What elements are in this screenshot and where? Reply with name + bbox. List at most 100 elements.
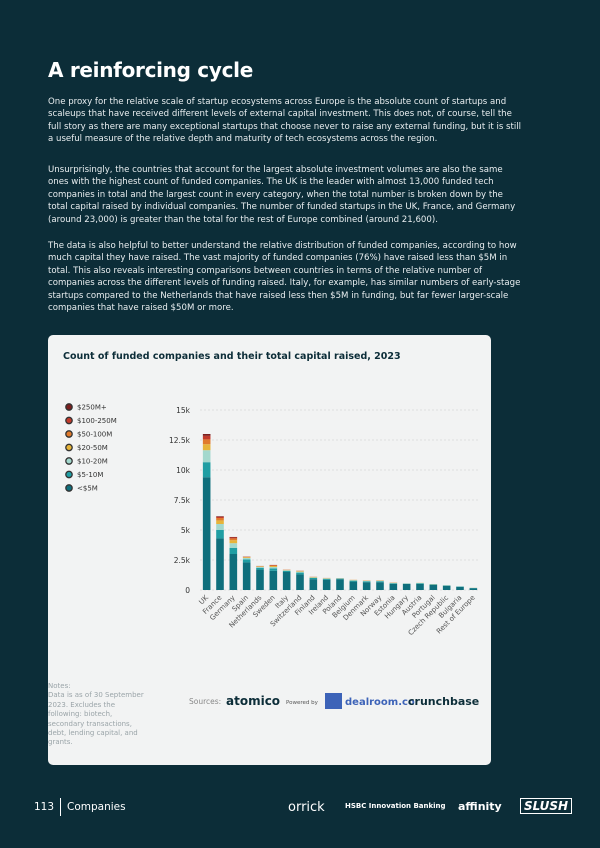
bar-segment (322, 578, 331, 580)
bar-segment (336, 579, 344, 590)
legend-marker (65, 403, 73, 411)
separator (60, 798, 61, 816)
bar-segment (269, 570, 278, 590)
bar-segment (229, 540, 238, 544)
bar-segment (309, 577, 318, 578)
bar-segment (376, 581, 384, 583)
bar-segment (202, 434, 211, 436)
legend-marker (65, 484, 73, 492)
paragraph: The data is also helpful to better under… (48, 241, 521, 314)
bar-segment (309, 579, 318, 590)
legend-marker (65, 430, 73, 438)
legend-label: $5-10M (77, 471, 103, 479)
footer-logo: SLUSH (520, 798, 573, 814)
footer-logo: orrick (288, 800, 325, 815)
y-tick-label: 0 (185, 586, 190, 595)
bar-segment (362, 581, 371, 583)
bar-segment (229, 537, 238, 539)
footer-logo: affinity (458, 800, 502, 813)
notes: Notes: Data is as of 30 September 2023. E… (48, 682, 148, 748)
legend-label: $20-50M (77, 444, 108, 452)
footer: 113 Companies orrick HSBC Innovation Ban… (0, 796, 600, 820)
bar-segment (296, 571, 304, 573)
legend-label: $100-250M (77, 417, 117, 425)
bar-segment (242, 557, 251, 558)
sources-logo: Powered by (286, 700, 319, 706)
bar-segment (242, 559, 251, 563)
bar-segment (202, 444, 211, 451)
bar-segment (349, 580, 358, 582)
bar-segment (256, 569, 264, 590)
sources-logo: atomico (226, 694, 280, 708)
bar-segment (216, 538, 224, 590)
bar-segment (242, 562, 251, 590)
bar-segment (202, 462, 211, 478)
section-name: Companies (67, 801, 126, 813)
bar-segment (429, 584, 438, 590)
bar-segment (282, 570, 291, 572)
page-number: 113 (34, 801, 55, 813)
legend-label: $250M+ (77, 404, 107, 412)
bar-segment (456, 586, 464, 590)
bar-segment (202, 435, 211, 440)
bar-segment (256, 566, 264, 568)
bar-segment (336, 578, 344, 580)
bar-segment (282, 572, 291, 590)
bar-segment (389, 584, 398, 590)
notes-text: Data is as of 30 September 2023. Exclude… (48, 691, 144, 747)
bar-segment (376, 582, 384, 590)
legend-marker (65, 416, 73, 425)
bar-segment (362, 582, 371, 590)
chart-card: Count of funded companies and their tota… (48, 335, 491, 765)
bar-segment (216, 516, 224, 517)
bar-segment (282, 570, 291, 571)
chart: Count of funded companies and their tota… (63, 351, 480, 709)
bar-segment (269, 565, 278, 566)
bar-segment (442, 585, 451, 590)
bar-segment (216, 524, 224, 530)
bar-segment (229, 543, 238, 548)
y-tick-label: 5k (181, 526, 191, 535)
bar-segment (256, 567, 264, 570)
chart-title: Count of funded companies and their tota… (63, 351, 401, 362)
paragraph: One proxy for the relative scale of star… (48, 97, 522, 145)
bar-segment (216, 520, 224, 524)
y-tick-label: 7.5k (174, 496, 191, 505)
bar-segment (216, 530, 224, 539)
bar-segment (269, 566, 278, 567)
notes-label: Notes: (48, 682, 71, 690)
bar-segment (322, 579, 331, 590)
bar-segment (402, 584, 411, 590)
legend-marker (65, 470, 73, 479)
legend-label: $50-100M (77, 431, 112, 439)
y-tick-label: 15k (176, 406, 191, 415)
legend-label: <$5M (77, 485, 98, 493)
legend-label: $10-20M (77, 458, 108, 466)
bar-segment (296, 572, 304, 575)
bar-segment (416, 584, 424, 590)
legend-marker (65, 443, 73, 452)
bar-segment (216, 518, 224, 521)
bar-segment (296, 574, 304, 590)
y-tick-label: 10k (176, 466, 191, 475)
bar-segment (242, 557, 251, 560)
bar-segment (202, 477, 211, 590)
legend-marker (65, 457, 73, 465)
sources-logo: crunchbase (408, 695, 479, 708)
y-tick-label: 2.5k (174, 556, 191, 565)
bar-segment (269, 568, 278, 571)
bar-segment (269, 566, 278, 569)
y-tick-label: 12.5k (169, 436, 191, 445)
bar-segment (202, 450, 211, 463)
bar-segment (416, 583, 424, 584)
paragraph: Unsurprisingly, the countries that accou… (48, 165, 516, 225)
sources-label: Sources: (189, 697, 221, 706)
bar-segment (216, 516, 224, 518)
footer-logo: HSBC Innovation Banking (345, 802, 446, 810)
bar-segment (349, 581, 358, 590)
bar-segment (469, 588, 478, 590)
bar-segment (389, 583, 398, 584)
bar-segment (229, 548, 238, 554)
bar-segment (309, 578, 318, 580)
